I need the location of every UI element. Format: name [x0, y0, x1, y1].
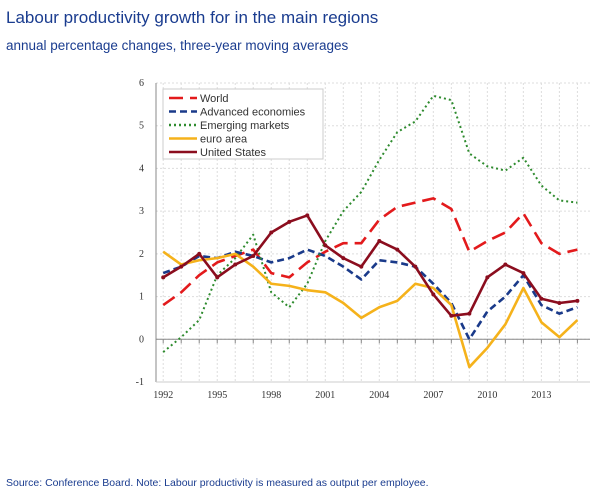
data-point: [287, 219, 292, 224]
data-point: [449, 313, 454, 318]
y-tick-label: 6: [139, 78, 144, 89]
legend-label: United States: [200, 147, 267, 159]
legend-label: Advanced economies: [200, 107, 306, 119]
chart-subtitle: annual percentage changes, three-year mo…: [6, 38, 349, 53]
data-point: [341, 256, 346, 261]
x-tick-label: 2013: [531, 390, 551, 401]
data-point: [413, 264, 418, 269]
series-line-emerging-markets: [162, 94, 578, 353]
series-line-world: [162, 197, 578, 307]
y-tick-label: 3: [139, 206, 144, 217]
data-point: [161, 275, 166, 280]
line-chart: -1 0 1 2 3 4 5 6 1992 1995 1998 2001 2004 2007 2010 201…: [136, 78, 590, 401]
series-line-advanced-economies: [162, 248, 578, 341]
data-point: [521, 271, 526, 276]
y-tick-label: 0: [139, 334, 144, 345]
x-tick-label: 2004: [369, 390, 389, 401]
series-line-euro-area: [162, 250, 579, 369]
data-point: [197, 251, 202, 256]
y-tick-label: 1: [139, 292, 144, 303]
x-tick-label: 1992: [153, 390, 173, 401]
source-note: Source: Conference Board. Note: Labour p…: [6, 477, 429, 489]
x-tick-label: 1995: [207, 390, 227, 401]
legend-label: Emerging markets: [200, 120, 290, 132]
y-tick-label: 2: [139, 249, 144, 260]
data-point: [179, 264, 184, 269]
data-point: [269, 230, 274, 235]
data-point: [467, 311, 472, 316]
data-point: [233, 262, 238, 267]
data-point: [395, 247, 400, 252]
data-point: [215, 275, 220, 280]
x-tick-label: 2007: [423, 390, 443, 401]
data-point: [557, 300, 562, 305]
data-point: [251, 253, 256, 258]
series-line-united-states: [162, 214, 578, 318]
legend-label: euro area: [200, 134, 248, 146]
x-tick-label: 2010: [477, 390, 497, 401]
x-tick-label: 2001: [315, 390, 335, 401]
data-point: [323, 243, 328, 248]
data-point: [431, 292, 436, 297]
data-point: [359, 264, 364, 269]
data-point: [575, 298, 580, 303]
data-point: [503, 262, 508, 267]
chart-title: Labour productivity growth for in the ma…: [6, 8, 379, 27]
data-point: [305, 213, 310, 218]
data-point: [485, 275, 490, 280]
data-point: [377, 239, 382, 244]
legend-label: World: [200, 93, 229, 105]
y-tick-label: 5: [139, 121, 144, 132]
y-tick-label: -1: [136, 377, 144, 388]
x-tick-label: 1998: [261, 390, 281, 401]
data-point: [539, 296, 544, 301]
y-tick-label: 4: [139, 163, 144, 174]
